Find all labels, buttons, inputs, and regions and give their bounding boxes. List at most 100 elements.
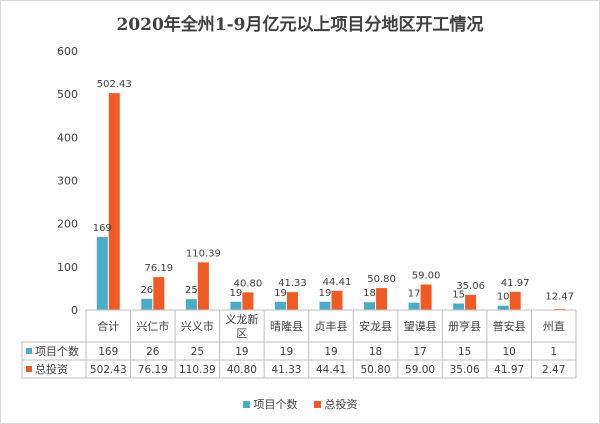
category-label: 安龙县 (359, 319, 392, 333)
data-label-count: 19 (274, 288, 287, 299)
table-cell-count: 1 (550, 346, 557, 358)
category-label: 晴隆县 (270, 319, 303, 333)
category-label: 兴义市 (181, 319, 214, 333)
bar-total-investment (554, 308, 566, 310)
table-cell-investment: 76.19 (138, 364, 168, 376)
data-label-count: 19 (319, 288, 332, 299)
bar-project-count (274, 301, 286, 310)
bar-total-investment (197, 262, 209, 310)
bar-project-count (141, 298, 153, 310)
bar-total-investment (376, 288, 388, 310)
data-label-investment: 59.00 (412, 271, 441, 282)
data-label-investment: 35.06 (456, 281, 485, 292)
data-label-count: 15 (452, 290, 465, 301)
y-tick-label: 100 (57, 261, 78, 274)
bar-project-count (497, 305, 509, 310)
table-cell-investment: 59.00 (405, 364, 435, 376)
table-cell-investment: 35.06 (450, 364, 480, 376)
table-cell-investment: 502.43 (90, 364, 127, 376)
data-label-investment: 76.19 (144, 263, 173, 274)
bar-total-investment (420, 284, 432, 310)
data-label-count: 10 (497, 292, 510, 303)
table-cell-count: 19 (235, 346, 248, 358)
bar-project-count (319, 301, 331, 310)
data-label-investment: 502.43 (97, 79, 132, 90)
category-label: 州直 (543, 319, 565, 333)
category-label: 合计 (97, 319, 119, 333)
category-label: 义龙新 (225, 312, 258, 326)
bar-project-count (230, 301, 242, 310)
y-tick-label: 300 (57, 175, 78, 188)
bar-total-investment (286, 292, 298, 310)
bars (96, 93, 566, 311)
data-label-count: 18 (363, 288, 376, 299)
table-cell-investment: 40.80 (227, 364, 257, 376)
legend-swatch-count (242, 400, 250, 408)
data-label-count: 25 (185, 285, 198, 296)
bar-total-investment (465, 294, 477, 310)
bar-total-investment (153, 277, 165, 310)
category-label: 贞丰县 (315, 319, 348, 333)
category-label: 册亨县 (448, 319, 481, 333)
table-cell-count: 15 (458, 346, 471, 358)
bar-project-count (185, 299, 197, 310)
legend-item-count: 项目个数 (242, 396, 298, 412)
data-label-investment: 41.97 (501, 278, 530, 289)
bar-total-investment (108, 93, 120, 311)
legend-label-count: 项目个数 (253, 398, 298, 411)
legend-label-investment: 总投资 (324, 398, 358, 411)
table-swatch-count (26, 348, 32, 354)
data-label-investment: 12.47 (545, 292, 574, 303)
y-tick-label: 400 (57, 131, 78, 144)
bar-project-count (408, 302, 420, 310)
data-label-investment: 41.33 (278, 278, 307, 289)
table-cell-count: 19 (324, 346, 337, 358)
bar-project-count (364, 302, 376, 310)
table-cell-count: 10 (502, 346, 515, 358)
category-label: 普安县 (493, 319, 526, 333)
table-cell-investment: 50.80 (361, 364, 391, 376)
bar-project-count (453, 303, 465, 310)
y-tick-label: 600 (57, 45, 78, 58)
bar-total-investment (331, 290, 343, 310)
table-cell-count: 19 (280, 346, 293, 358)
table-cell-investment: 110.39 (179, 364, 216, 376)
bar-total-investment (242, 292, 254, 310)
data-label-count: 19 (230, 288, 243, 299)
data-label-count: 17 (408, 289, 421, 300)
table-cell-count: 18 (369, 346, 382, 358)
y-tick-label: 500 (57, 88, 78, 101)
table-cell-count: 25 (191, 346, 204, 358)
chart-title: 2020年全州1-9月亿元以上项目分地区开工情况 (116, 15, 484, 35)
y-tick-label: 0 (71, 304, 78, 317)
data-label-count: 169 (93, 223, 112, 234)
data-label-investment: 44.41 (323, 277, 352, 288)
legend-item-investment: 总投资 (313, 396, 358, 412)
table-cell-investment: 44.41 (316, 364, 346, 376)
bar-project-count (96, 237, 108, 310)
legend-swatch-investment (313, 400, 321, 408)
table-cell-count: 17 (413, 346, 426, 358)
table-cell-count: 169 (98, 346, 118, 358)
category-label: 兴仁市 (136, 319, 169, 333)
table-cell-count: 26 (146, 346, 160, 358)
y-axis-labels: 0 100 200 300 400 500 600 (57, 45, 78, 317)
y-tick-label: 200 (57, 218, 78, 231)
data-label-investment: 50.80 (367, 274, 396, 285)
legend: 项目个数 总投资 (0, 396, 600, 412)
data-label-count: 26 (140, 285, 153, 296)
table-row-header-count: 项目个数 (35, 345, 79, 358)
data-label-investment: 40.80 (234, 278, 263, 289)
table-cell-investment: 41.33 (271, 364, 301, 376)
bar-labels: 169502.432676.1925110.391940.801941.3319… (93, 79, 574, 303)
table-row-header-investment: 总投资 (35, 362, 68, 376)
table-swatch-investment (26, 366, 32, 372)
category-label: 望谟县 (404, 320, 437, 333)
table-cell-investment: 2.47 (542, 364, 565, 376)
category-label: 区 (236, 327, 247, 340)
bar-total-investment (509, 291, 521, 310)
table-cell-investment: 41.97 (494, 364, 524, 376)
